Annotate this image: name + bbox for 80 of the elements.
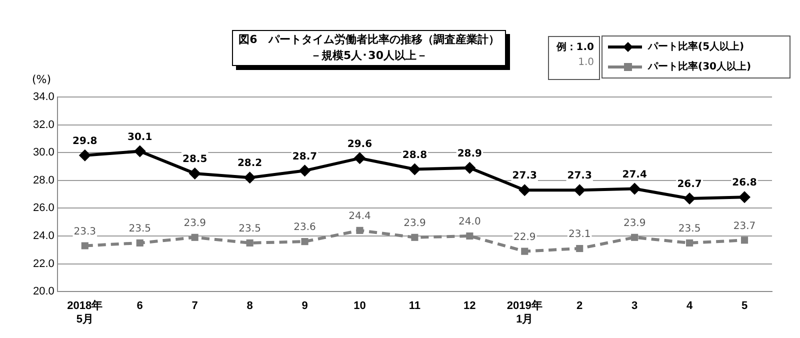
data-label: 23.9: [623, 218, 646, 229]
x-tick-label: 2: [576, 300, 583, 312]
point: [136, 239, 144, 246]
y-tick-label: 32.0: [32, 118, 54, 131]
x-tick-label: 3: [632, 300, 638, 312]
data-label: 27.3: [567, 170, 592, 182]
point: [518, 184, 531, 196]
point: [738, 191, 751, 204]
data-label: 28.9: [457, 148, 482, 160]
y-tick-label: 26.0: [32, 202, 54, 214]
data-label: 23.6: [294, 222, 316, 234]
data-label: 28.8: [402, 150, 428, 161]
x-tick-label: 6: [136, 300, 143, 312]
point: [628, 182, 641, 195]
data-label: 23.9: [404, 218, 426, 229]
point: [464, 162, 476, 174]
data-label: 30.1: [128, 132, 152, 143]
point: [411, 234, 418, 241]
y-tick-label: 24.0: [32, 230, 54, 242]
point: [686, 239, 694, 246]
y-tick-label: 30.0: [32, 146, 54, 159]
data-label: 22.9: [514, 232, 536, 243]
data-label: 27.4: [622, 169, 647, 180]
data-label: 24.4: [348, 211, 371, 222]
data-label: 23.3: [74, 226, 96, 238]
point: [188, 167, 201, 180]
x-tick-label: 2018年 5月: [67, 299, 103, 326]
y-axis-title: (%): [32, 73, 52, 86]
text: 例：1.0: [555, 40, 595, 54]
point: [466, 232, 474, 240]
data-label: 29.6: [347, 138, 372, 150]
chart-title: 図6 パートタイム労働者比率の推移（調査産業計）: [238, 32, 500, 48]
x-tick-label: 12: [464, 300, 476, 312]
legend-label: パート比率(5人以上): [647, 40, 744, 53]
legend-label: パート比率(30人以上): [647, 60, 752, 73]
data-label: 23.1: [568, 229, 591, 240]
x-tick-label: 4: [686, 300, 694, 312]
point: [354, 152, 366, 164]
x-tick-label: 5: [741, 300, 748, 312]
point: [576, 244, 584, 252]
data-label: 23.5: [678, 224, 701, 235]
data-label: 28.5: [182, 154, 208, 166]
data-label: 26.7: [677, 179, 702, 190]
point: [244, 172, 256, 184]
point: [134, 145, 146, 158]
data-label: 23.5: [238, 224, 261, 235]
point: [631, 234, 638, 241]
data-label: 23.9: [184, 218, 206, 229]
point: [246, 239, 254, 246]
y-tick-label: 34.0: [32, 91, 54, 104]
point: [740, 236, 748, 244]
y-tick-label: 22.0: [32, 258, 54, 270]
x-tick-label: 10: [354, 300, 366, 312]
point: [191, 234, 198, 241]
data-label: 27.3: [512, 170, 538, 182]
data-label: 28.7: [292, 151, 318, 162]
y-tick-label: 20.0: [32, 286, 54, 298]
point: [684, 192, 696, 204]
x-tick-label: 7: [192, 300, 198, 312]
y-tick-label: 28.0: [32, 174, 54, 186]
x-tick-label: 11: [408, 300, 421, 312]
x-tick-label: 8: [246, 300, 253, 312]
point: [81, 242, 88, 250]
point: [408, 163, 421, 176]
x-tick-label: 9: [302, 300, 308, 312]
data-label: 23.5: [128, 224, 151, 235]
data-label: 28.2: [237, 158, 262, 170]
point: [574, 184, 586, 196]
point: [521, 248, 528, 255]
data-label: 26.8: [732, 178, 757, 189]
point: [356, 226, 364, 234]
data-label: 23.7: [733, 220, 756, 232]
point: [298, 164, 311, 177]
data-label: 29.8: [72, 136, 98, 147]
chart-subtitle: －規模5人･30人以上－: [310, 48, 428, 64]
point: [78, 149, 91, 162]
point: [301, 238, 308, 246]
x-tick-label: 2019年 1月: [506, 299, 542, 326]
text: 1.0: [577, 56, 595, 68]
data-label: 24.0: [458, 216, 481, 228]
